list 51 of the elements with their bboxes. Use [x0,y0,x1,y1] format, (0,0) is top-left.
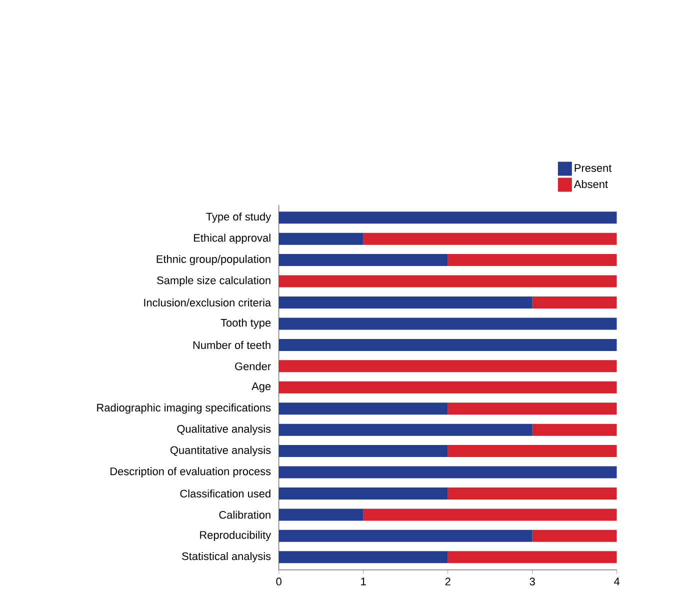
bar [278,445,448,458]
y-tick-label: Qualitative analysis [177,424,271,436]
bar [448,402,617,415]
y-tick-label: Reproducibility [200,530,272,542]
bar [278,360,617,372]
y-tick-label: Radiographic imaging specifications [97,404,271,414]
y-tick-label: Tooth type [220,318,271,329]
bar [278,402,448,415]
bar [363,508,617,521]
x-tick-label: 4 [614,578,620,586]
bar [278,530,532,542]
y-tick-label: Inclusion/exclusion criteria [144,298,272,307]
bar [448,445,617,458]
y-tick-label: Classification used [180,490,270,498]
y-tick-label: Quantitative analysis [170,446,271,456]
bar [278,382,617,394]
y-tick-label: Gender [235,362,271,370]
x-tick-label: 1 [361,578,366,586]
bar [278,466,617,478]
bar [532,424,617,436]
bar [278,275,617,288]
bar [278,551,448,564]
bar [532,296,617,309]
y-tick-label: Sample size calculation [157,276,270,286]
bar [532,530,617,542]
bar [278,339,617,352]
y-tick-label: Ethical approval [194,234,270,244]
x-tick-label: 3 [530,578,535,586]
legend-label: Absent [574,180,608,188]
y-tick-label: Ethnic group/population [156,255,270,266]
x-tick-label: 2 [445,578,450,586]
bar [448,488,617,500]
y-tick-label: Number of teeth [193,341,270,350]
bar [278,318,617,330]
y-tick-label: Age [252,382,271,392]
y-tick-label: Type of study [206,212,272,223]
legend-label: Present [574,164,612,172]
bar [278,296,532,309]
bar [278,254,448,266]
bar [278,508,364,521]
y-tick-label: Statistical analysis [182,552,271,562]
bar [363,232,617,245]
bar [278,232,364,245]
bar [278,212,617,224]
y-tick-label: Description of evaluation process [110,467,271,478]
x-tick-label: 0 [276,578,282,586]
bar [278,488,448,500]
bar [448,254,617,266]
bar [448,551,617,564]
bar [278,424,532,436]
y-tick-label: Calibration [219,510,270,519]
